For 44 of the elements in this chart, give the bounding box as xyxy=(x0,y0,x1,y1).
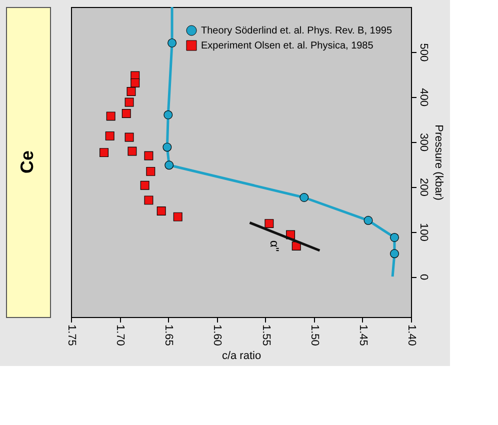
x-tick-label: 1.70 xyxy=(114,324,126,346)
point xyxy=(146,166,156,176)
point xyxy=(264,219,274,228)
point xyxy=(156,206,166,216)
x-tick-label: 1.60 xyxy=(211,324,224,346)
point xyxy=(126,86,136,96)
x-tick-label: 1.55 xyxy=(260,324,272,346)
x-tick-label: 1.45 xyxy=(356,324,369,346)
y-tick-label: 400 xyxy=(418,88,430,107)
legend-label: Experiment Olsen et. al. Physica, 1985 xyxy=(201,40,374,52)
x-tick-label: 1.75 xyxy=(66,324,78,346)
x-tick-label: 1.65 xyxy=(162,324,175,346)
x-tick-label: 1.50 xyxy=(308,324,320,346)
point xyxy=(168,38,177,48)
point xyxy=(390,233,399,242)
text: Ce xyxy=(17,150,37,174)
point xyxy=(300,193,309,202)
y-axis-title: Pressure (kbar) xyxy=(432,124,444,200)
point xyxy=(128,146,137,156)
legend-label: Theory Söderlind et. al. Phys. Rev. B, 1995 xyxy=(201,26,392,36)
x-tick-label: 1.40 xyxy=(406,324,418,346)
y-tick-label: 100 xyxy=(418,222,430,242)
point xyxy=(162,142,172,152)
point xyxy=(106,112,116,121)
point xyxy=(122,108,131,118)
y-tick-label: 500 xyxy=(418,43,430,62)
point xyxy=(390,249,399,258)
y-tick-label: 0 xyxy=(418,274,430,280)
point xyxy=(164,160,174,170)
point xyxy=(130,78,140,88)
point xyxy=(164,110,173,120)
y-tick-label: 200 xyxy=(418,178,430,196)
point xyxy=(173,212,182,222)
point xyxy=(140,180,150,190)
y-tick-label: 300 xyxy=(418,133,430,152)
point xyxy=(124,98,134,107)
point xyxy=(144,151,154,160)
annotation: α" xyxy=(267,240,282,252)
point xyxy=(124,132,134,142)
point xyxy=(100,148,109,158)
point xyxy=(105,131,114,140)
x-axis-title: c/a ratio xyxy=(222,350,262,362)
point xyxy=(364,216,373,225)
point xyxy=(144,196,154,205)
